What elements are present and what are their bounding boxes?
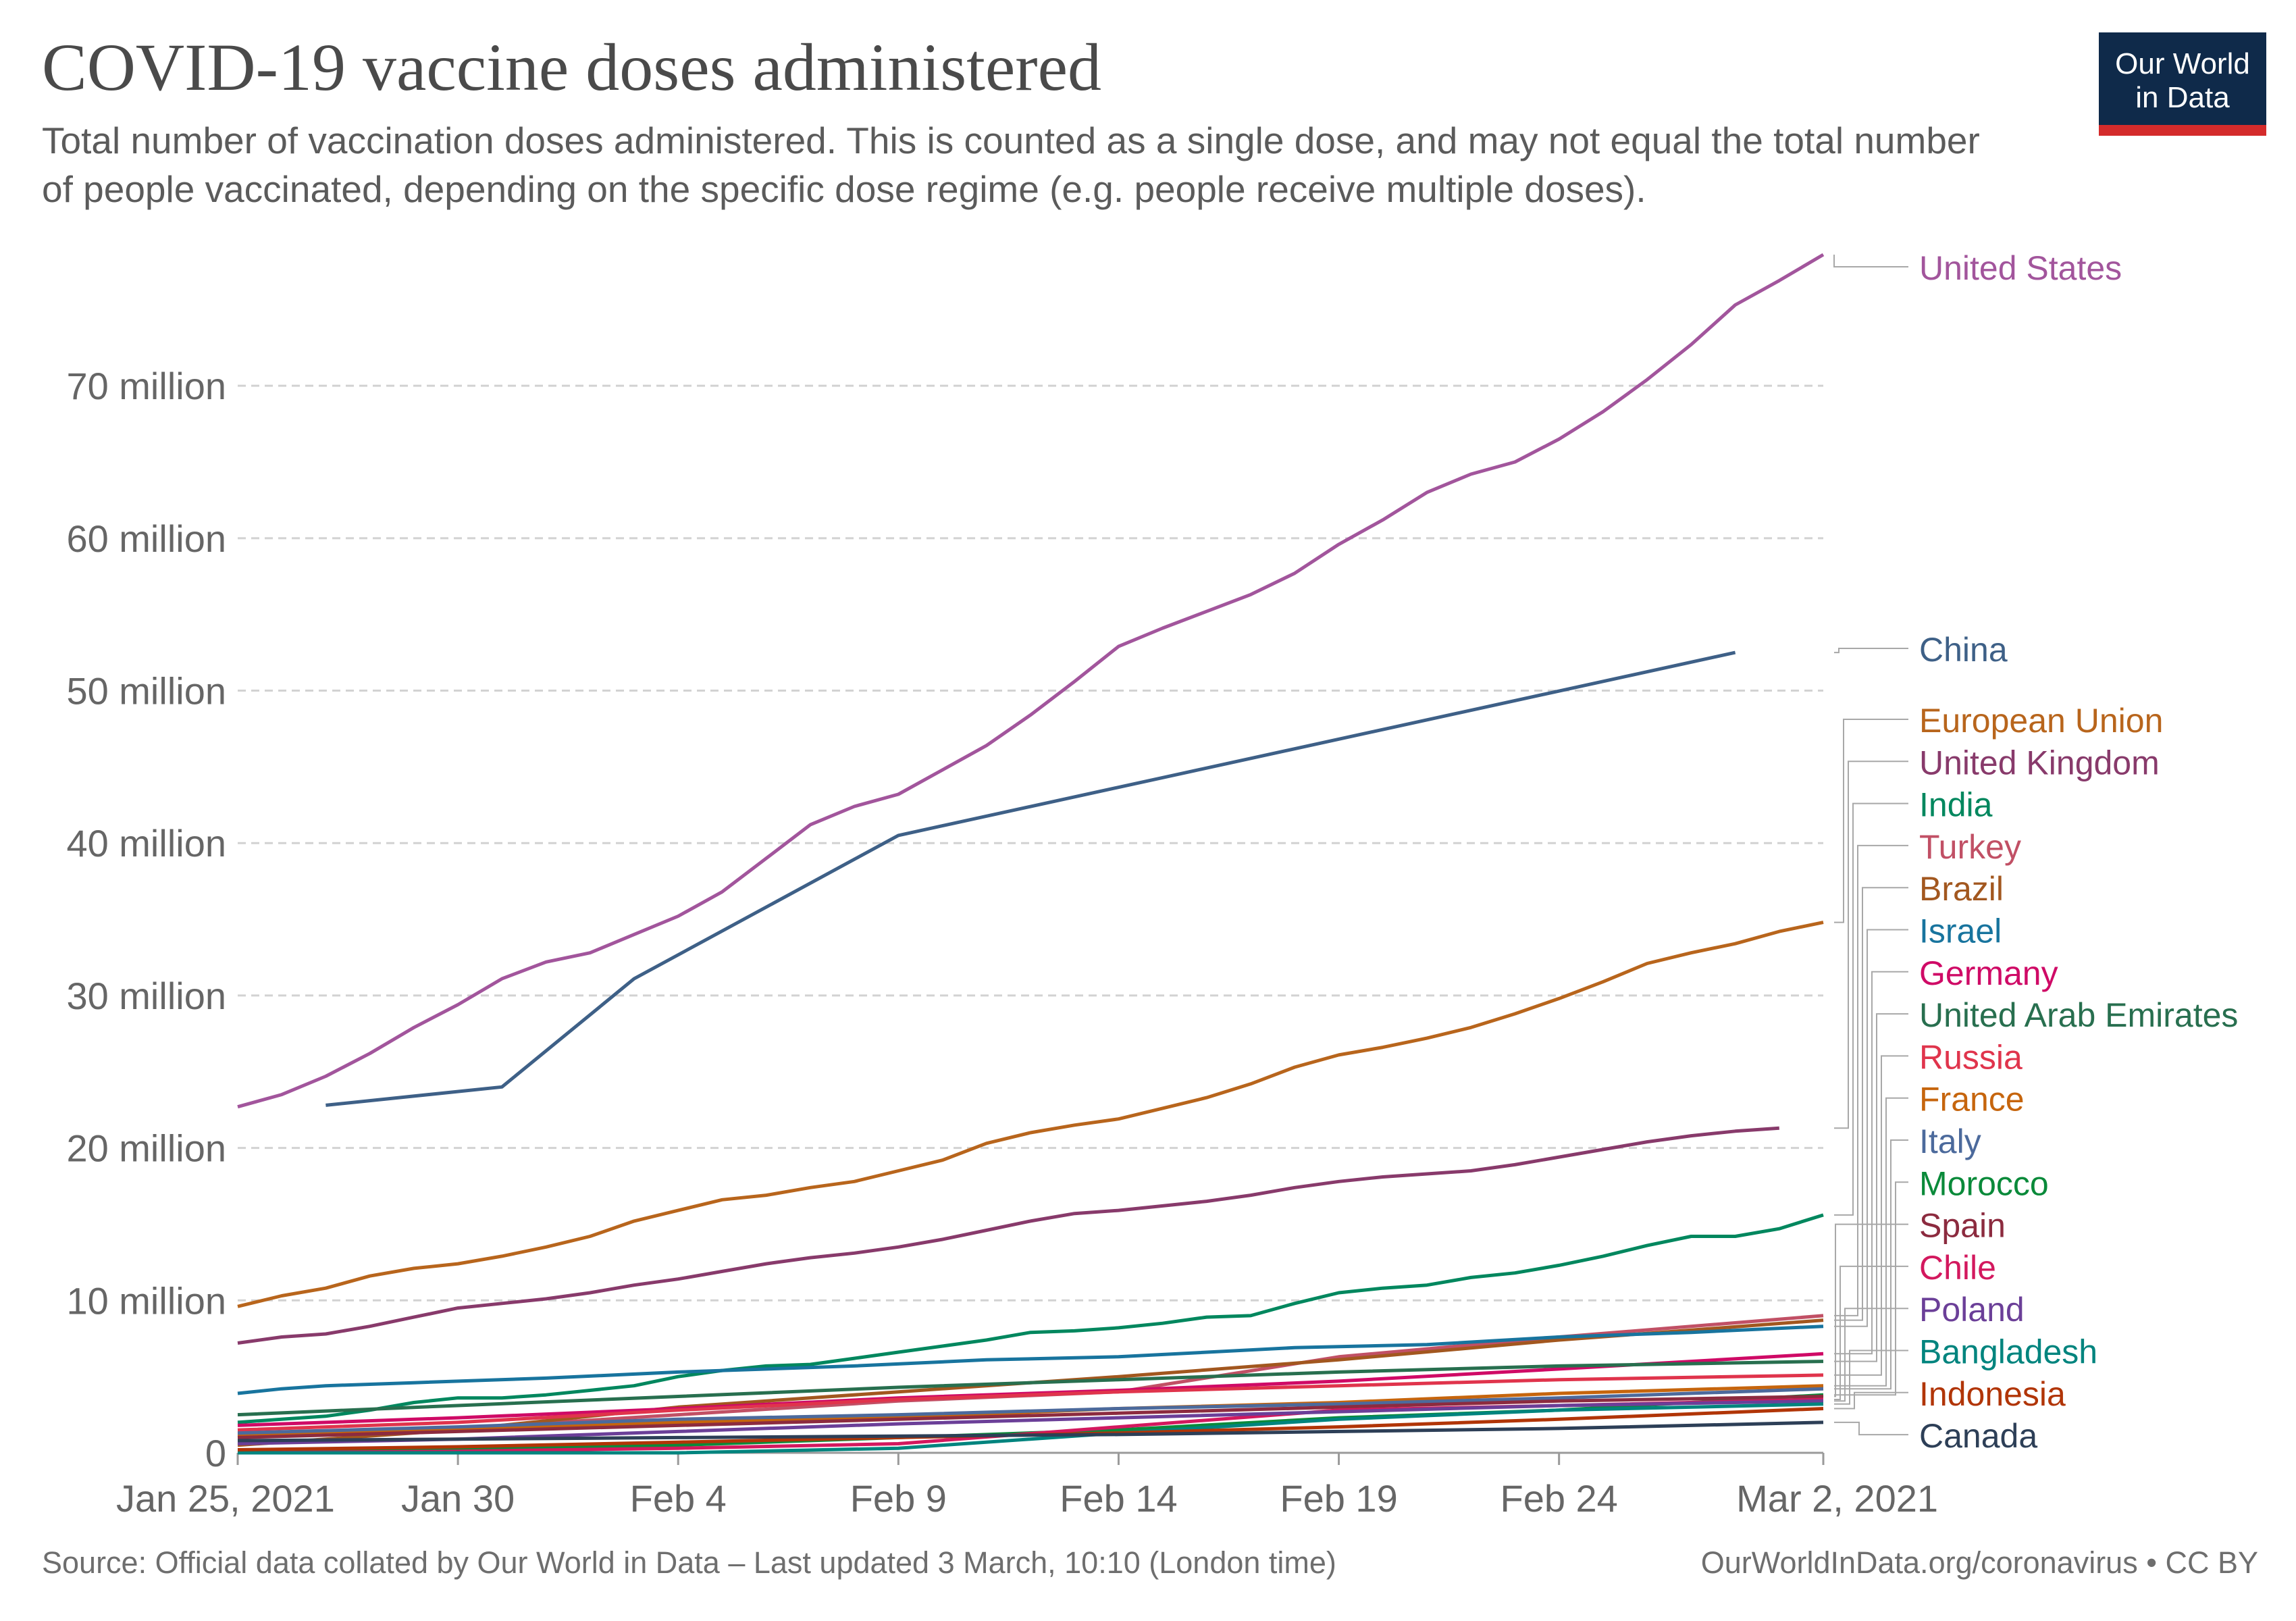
series-line[interactable] — [237, 1395, 1824, 1439]
y-axis-tick-labels: 0 10 million 20 million 30 million 40 millio… — [66, 365, 226, 1474]
logo-accent-bar — [2099, 125, 2266, 136]
y-tick-label: 60 million — [66, 517, 226, 560]
chart-subtitle: Total number of vaccination doses admini… — [42, 120, 1980, 210]
legend-label[interactable]: China — [1919, 631, 2008, 669]
y-tick-label: 50 million — [66, 670, 226, 713]
legend-connector — [1834, 1013, 1908, 1362]
legend-label[interactable]: United Arab Emirates — [1919, 996, 2238, 1034]
series-lines — [237, 253, 1825, 1455]
logo-line-2: in Data — [2135, 81, 2230, 114]
legend-connector — [1834, 1349, 1908, 1405]
legend-connector — [1834, 1055, 1908, 1376]
x-tick-label: Feb 24 — [1500, 1477, 1617, 1520]
legend-label[interactable]: Germany — [1919, 954, 2058, 992]
legend-label[interactable]: Israel — [1919, 912, 2002, 950]
legend-connectors — [1833, 255, 1908, 1436]
x-tick-label: Feb 9 — [850, 1477, 947, 1520]
y-tick-label: 0 — [205, 1432, 226, 1474]
legend-connector — [1834, 887, 1908, 1321]
legend-connector — [1834, 719, 1908, 923]
y-tick-label: 20 million — [66, 1127, 226, 1170]
series-line[interactable] — [237, 921, 1824, 1308]
legend-connector — [1833, 255, 1908, 267]
y-tick-label: 10 million — [66, 1279, 226, 1322]
legend-connector — [1834, 1265, 1908, 1400]
legend-connector — [1834, 648, 1908, 654]
legend-label[interactable]: Indonesia — [1919, 1375, 2066, 1413]
series-line[interactable] — [237, 1387, 1824, 1435]
legend-connector — [1834, 1139, 1908, 1390]
x-axis: Jan 25, 2021 Jan 30 Feb 4 Feb 9 Feb 14 Feb 19… — [116, 1451, 1938, 1520]
series-line[interactable] — [237, 1213, 1824, 1424]
x-tick-label: Jan 30 — [401, 1477, 515, 1520]
y-tick-label: 40 million — [66, 822, 226, 865]
our-world-in-data-logo[interactable]: Our World in Data — [2099, 32, 2266, 136]
legend-label[interactable]: United Kingdom — [1919, 744, 2160, 781]
legend-label[interactable]: Chile — [1919, 1249, 1996, 1287]
legend-labels: United States China European Union United K… — [1919, 249, 2238, 1455]
x-tick-label: Feb 14 — [1060, 1477, 1177, 1520]
series-line[interactable] — [237, 1126, 1779, 1345]
legend-connector — [1834, 1391, 1908, 1410]
legend-label[interactable]: Canada — [1919, 1417, 2037, 1455]
legend-label[interactable]: France — [1919, 1081, 2025, 1118]
series-line[interactable] — [237, 1324, 1824, 1395]
legend-label[interactable]: Brazil — [1919, 870, 2004, 908]
legend-connector — [1834, 1181, 1908, 1396]
legend-connector — [1834, 1097, 1908, 1387]
series-line[interactable] — [237, 1360, 1824, 1417]
series-line[interactable] — [325, 650, 1736, 1107]
logo-text: Our World in Data — [2099, 47, 2266, 115]
legend-connector — [1834, 802, 1908, 1216]
y-tick-label: 70 million — [66, 365, 226, 407]
legend-label[interactable]: Morocco — [1919, 1164, 2049, 1202]
source-note: Source: Official data collated by Our Wo… — [42, 1545, 1336, 1580]
series-line[interactable] — [237, 1373, 1824, 1432]
legend-label[interactable]: India — [1919, 786, 1993, 824]
legend-label[interactable]: United States — [1919, 249, 2122, 287]
chart-title: COVID-19 vaccine doses administered — [42, 30, 1101, 105]
legend-connector — [1834, 929, 1908, 1327]
legend-label[interactable]: European Union — [1919, 702, 2163, 740]
legend-connector — [1834, 761, 1908, 1129]
credit-link[interactable]: OurWorldInData.org/coronavirus • CC BY — [1700, 1545, 2258, 1580]
legend-label[interactable]: Spain — [1919, 1207, 2006, 1245]
legend-connector — [1834, 1421, 1908, 1436]
legend-connector — [1834, 971, 1908, 1355]
legend-label[interactable]: Italy — [1919, 1123, 1981, 1160]
legend-connector — [1834, 844, 1908, 1316]
gridlines — [238, 384, 1823, 1302]
x-tick-label: Feb 19 — [1280, 1477, 1397, 1520]
legend-label[interactable]: Bangladesh — [1919, 1333, 2097, 1371]
x-tick-label: Jan 25, 2021 — [116, 1477, 335, 1520]
legend-label[interactable]: Poland — [1919, 1291, 2025, 1329]
x-tick-label: Feb 4 — [630, 1477, 727, 1520]
legend-label[interactable]: Turkey — [1919, 828, 2021, 866]
x-tick-label: Mar 2, 2021 — [1736, 1477, 1938, 1520]
series-line[interactable] — [237, 253, 1825, 1109]
legend-connector — [1834, 1308, 1908, 1402]
y-tick-label: 30 million — [66, 975, 226, 1017]
legend-connector — [1834, 1223, 1908, 1397]
series-line[interactable] — [238, 1402, 1824, 1455]
series-line[interactable] — [237, 1420, 1824, 1443]
logo-line-1: Our World — [2115, 47, 2250, 80]
legend-label[interactable]: Russia — [1919, 1038, 2023, 1076]
